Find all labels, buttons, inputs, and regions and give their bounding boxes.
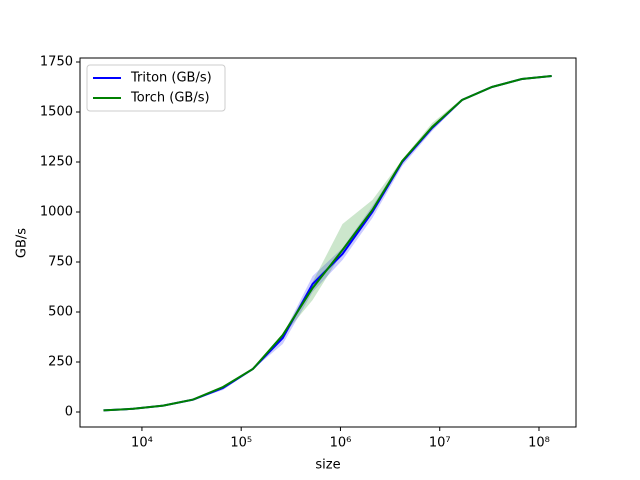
y-tick-label: 1000 [40,205,73,220]
y-tick-label: 1750 [40,55,73,70]
legend-label: Torch (GB/s) [130,91,210,106]
y-axis-label: GB/s [15,228,30,258]
y-tick-label: 0 [65,405,73,420]
series-line [103,75,552,412]
plot-frame [79,57,577,428]
y-tick-label: 750 [48,255,73,270]
x-tick-label: 10⁵ [230,436,252,451]
x-tick-label: 10⁷ [429,436,451,451]
y-tick-label: 1500 [40,105,73,120]
legend-label: Triton (GB/s) [130,71,212,86]
x-tick-label: 10⁶ [330,436,352,451]
x-axis-label: size [315,458,340,473]
x-tick-label: 10⁴ [131,436,153,451]
legend-box [86,64,226,112]
y-tick-label: 250 [48,355,73,370]
y-tick-label: 500 [48,305,73,320]
y-tick-label: 1250 [40,155,73,170]
x-tick-label: 10⁸ [528,436,550,451]
